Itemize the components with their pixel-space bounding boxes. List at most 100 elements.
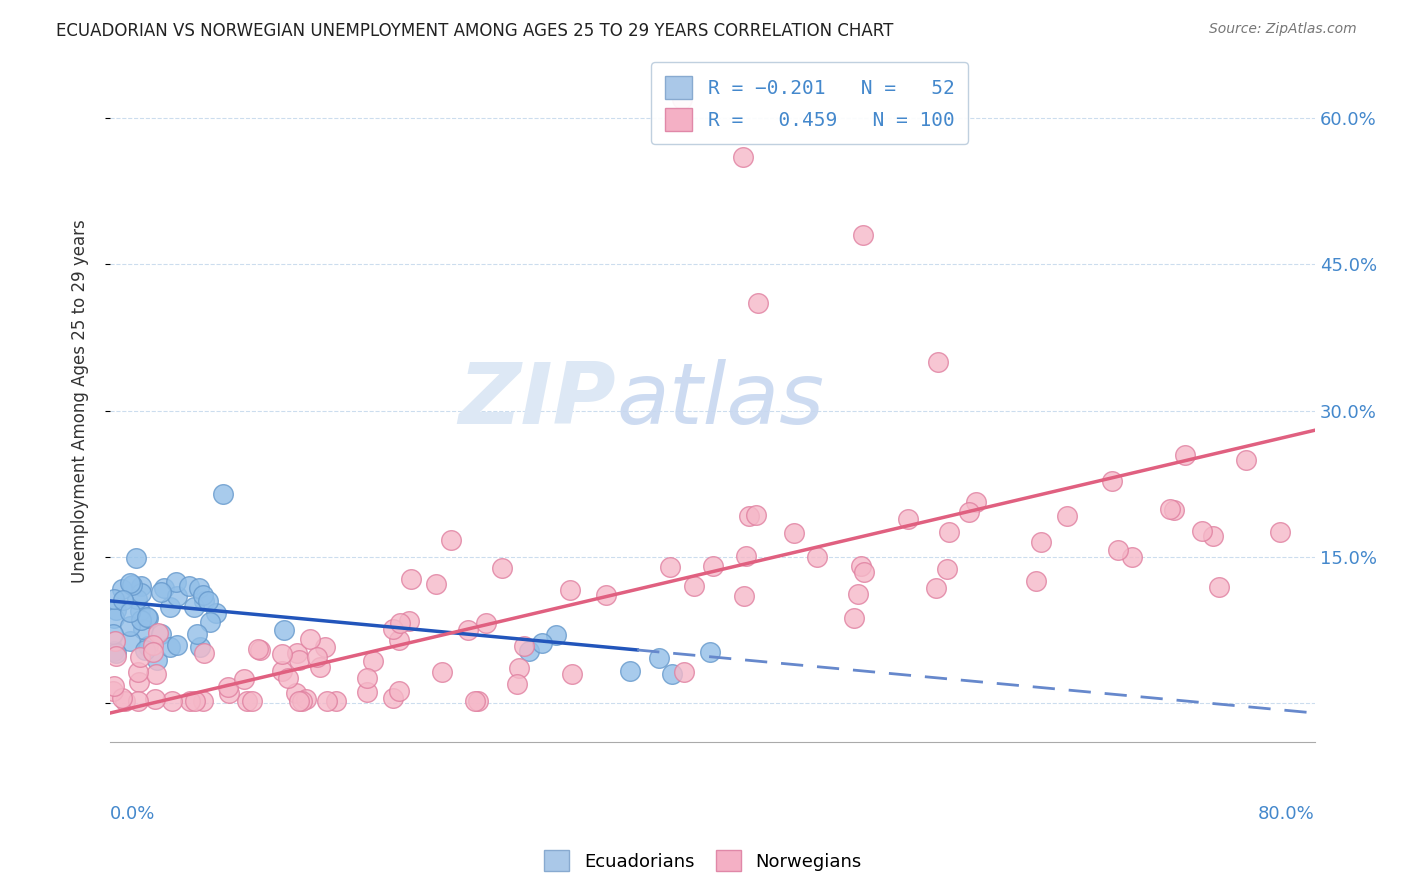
Point bbox=[128, 674, 150, 689]
Point bbox=[897, 511, 920, 525]
Point bbox=[298, 632, 321, 646]
Point bbox=[959, 505, 981, 519]
Point bbox=[287, 694, 309, 708]
Point bbox=[152, 581, 174, 595]
Point bbox=[356, 671, 378, 685]
Point bbox=[142, 645, 165, 659]
Text: ECUADORIAN VS NORWEGIAN UNEMPLOYMENT AMONG AGES 25 TO 29 YEARS CORRELATION CHART: ECUADORIAN VS NORWEGIAN UNEMPLOYMENT AMO… bbox=[56, 22, 894, 40]
Point bbox=[851, 559, 873, 574]
Point bbox=[702, 559, 724, 574]
Point bbox=[936, 562, 959, 576]
Text: ZIP: ZIP bbox=[458, 359, 616, 442]
Point bbox=[186, 627, 208, 641]
Point bbox=[491, 560, 513, 574]
Point bbox=[734, 549, 756, 563]
Point bbox=[103, 680, 125, 694]
Point bbox=[356, 685, 378, 699]
Point bbox=[120, 634, 142, 648]
Point bbox=[1025, 574, 1047, 589]
Point bbox=[271, 664, 294, 678]
Point bbox=[1191, 524, 1213, 539]
Point bbox=[467, 694, 489, 708]
Point bbox=[271, 648, 294, 662]
Point bbox=[513, 640, 536, 654]
Point bbox=[401, 573, 423, 587]
Point bbox=[103, 611, 125, 625]
Point bbox=[249, 643, 271, 657]
Point bbox=[232, 672, 254, 686]
Point bbox=[191, 588, 214, 602]
Point bbox=[309, 659, 332, 673]
Point bbox=[546, 627, 568, 641]
Point bbox=[197, 594, 219, 608]
Point bbox=[129, 613, 152, 627]
Point bbox=[853, 566, 876, 580]
Point bbox=[1101, 474, 1123, 488]
Point bbox=[747, 296, 769, 310]
Point bbox=[150, 626, 173, 640]
Point bbox=[131, 586, 153, 600]
Point bbox=[205, 606, 228, 620]
Point bbox=[647, 651, 669, 665]
Point bbox=[104, 634, 127, 648]
Point bbox=[160, 694, 183, 708]
Point bbox=[103, 592, 125, 607]
Point bbox=[103, 644, 125, 658]
Point bbox=[142, 638, 165, 652]
Point bbox=[111, 691, 134, 706]
Point bbox=[114, 694, 136, 708]
Point bbox=[183, 599, 205, 614]
Point bbox=[288, 653, 311, 667]
Point bbox=[1234, 453, 1257, 467]
Point bbox=[733, 589, 755, 603]
Point bbox=[193, 594, 215, 608]
Point bbox=[129, 650, 152, 665]
Point bbox=[145, 667, 167, 681]
Point bbox=[1163, 502, 1185, 516]
Point bbox=[187, 581, 209, 595]
Point bbox=[1270, 524, 1292, 539]
Point bbox=[731, 150, 754, 164]
Text: atlas: atlas bbox=[616, 359, 824, 442]
Point bbox=[217, 680, 239, 694]
Point bbox=[218, 686, 240, 700]
Point bbox=[166, 589, 188, 603]
Point bbox=[699, 645, 721, 659]
Point bbox=[430, 665, 453, 680]
Point bbox=[240, 694, 263, 708]
Point bbox=[111, 582, 134, 596]
Point bbox=[382, 622, 405, 636]
Point bbox=[381, 691, 404, 706]
Point bbox=[184, 694, 207, 708]
Point bbox=[118, 576, 141, 591]
Point bbox=[561, 666, 583, 681]
Point bbox=[842, 610, 865, 624]
Point bbox=[1174, 448, 1197, 462]
Point bbox=[1121, 549, 1143, 564]
Point bbox=[745, 508, 768, 522]
Point bbox=[284, 685, 307, 699]
Point bbox=[658, 559, 681, 574]
Point bbox=[136, 609, 159, 624]
Point bbox=[387, 684, 409, 698]
Text: 80.0%: 80.0% bbox=[1258, 805, 1315, 823]
Point bbox=[852, 228, 875, 243]
Point bbox=[150, 584, 173, 599]
Point bbox=[101, 684, 124, 698]
Point bbox=[138, 611, 160, 625]
Point bbox=[508, 661, 530, 675]
Point bbox=[307, 649, 329, 664]
Point bbox=[673, 665, 696, 680]
Point bbox=[146, 625, 169, 640]
Point bbox=[361, 654, 384, 668]
Point bbox=[425, 577, 447, 591]
Point bbox=[143, 692, 166, 706]
Point bbox=[103, 627, 125, 641]
Point bbox=[737, 509, 759, 524]
Point bbox=[295, 691, 318, 706]
Text: 0.0%: 0.0% bbox=[110, 805, 156, 823]
Point bbox=[121, 578, 143, 592]
Point bbox=[166, 575, 188, 590]
Point bbox=[464, 694, 486, 708]
Point bbox=[291, 694, 314, 708]
